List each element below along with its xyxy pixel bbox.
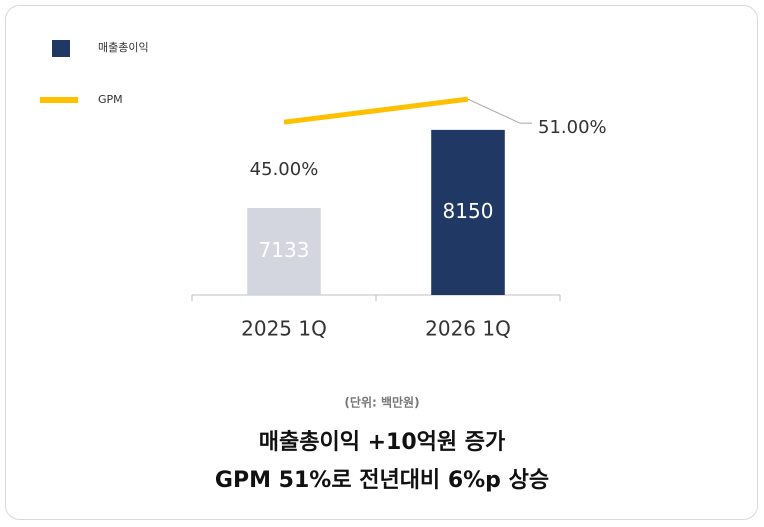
line-value-label: 45.00% (250, 159, 319, 180)
line (283, 96, 469, 125)
legend-swatch (52, 40, 70, 57)
x-tick-label: 2025 1Q (241, 317, 327, 341)
line-value-label: 51.00% (538, 117, 607, 138)
headline: GPM 51%로 전년대비 6%p 상승 (215, 468, 549, 493)
bar-value-label: 8150 (443, 199, 494, 223)
legend-label: GPM (98, 93, 123, 106)
legend-label: 매출총이익 (98, 41, 149, 54)
bar (431, 129, 505, 295)
bar-value-label: 7133 (259, 238, 310, 262)
bar (247, 207, 321, 295)
leader-line (467, 98, 532, 124)
unit-note: (단위: 백만원) (344, 395, 419, 410)
legend-swatch (40, 97, 78, 103)
headline: 매출총이익 +10억원 증가 (259, 430, 506, 455)
x-tick-label: 2026 1Q (425, 317, 511, 341)
card (5, 5, 758, 520)
